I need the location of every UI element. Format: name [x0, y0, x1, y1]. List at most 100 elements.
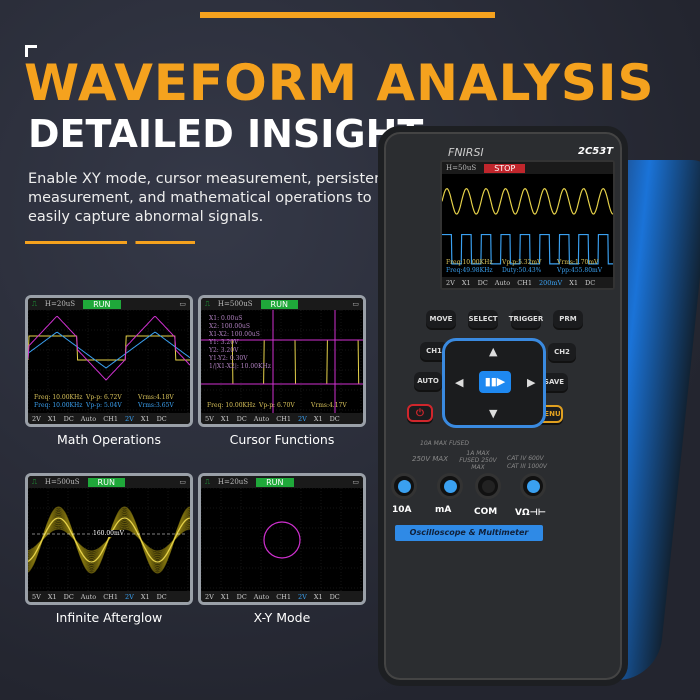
bottom-bar-item: DC [236, 414, 247, 423]
brand-logo: FNIRSI [448, 146, 484, 159]
waveform-plot [442, 188, 613, 265]
bottom-bar-item: DC [63, 414, 74, 423]
trigger-source: CH1 [517, 278, 532, 287]
move-button[interactable]: MOVE [426, 310, 456, 328]
screen-panel: ⎍ H=500uS RUN ▭ 160.00mV 5V X1 DC Auto CH1 2V X1 DC [25, 473, 193, 605]
panel-caption: Math Operations [57, 432, 161, 447]
bottom-bar-item: CH1 [103, 414, 118, 423]
readout: Freq: 10.00KHz [207, 402, 256, 409]
status-badge: RUN [256, 477, 294, 487]
select-button[interactable]: SELECT [468, 310, 498, 328]
bottom-bar-item: X1 [313, 592, 323, 601]
bottom-bar-item: DC [329, 592, 340, 601]
timebase: H=500uS [44, 478, 80, 486]
ch2-waveform [28, 331, 190, 369]
arrow-left-icon[interactable]: ◀ [455, 376, 464, 389]
arrow-down-icon[interactable]: ▼ [489, 407, 498, 420]
panel-caption: Cursor Functions [229, 432, 335, 447]
ch2-coupling: DC [585, 278, 596, 287]
bottom-bar-item: DC [156, 592, 167, 601]
auto-button[interactable]: AUTO [414, 372, 442, 390]
screen-bottom-bar: 5V X1 DC Auto CH1 2V X1 DC [28, 591, 190, 602]
arrow-up-icon[interactable]: ▲ [489, 345, 498, 358]
save-button[interactable]: SAVE [540, 373, 568, 391]
prm-button[interactable]: PRM [553, 310, 583, 328]
ch1-button[interactable]: CH1 [420, 342, 448, 360]
bottom-bar-item: 2V [297, 592, 307, 601]
power-icon: ⏻ [416, 407, 424, 419]
corner-bracket [25, 45, 37, 57]
bottom-bar-item: X1 [140, 414, 150, 423]
ch2-button[interactable]: CH2 [548, 343, 576, 361]
cursor-readout: 1/|X1-X2|: 10.00KHz [209, 363, 271, 370]
jack-com[interactable] [475, 473, 501, 499]
bottom-bar-item: X1 [220, 592, 230, 601]
screen-bottom-bar: 2V X1 DC Auto CH1 200mV X1 DC [442, 277, 613, 288]
device-screen: H=50uS STOP Freq:10.00KHz Vp-p:5.32mV Vr… [440, 160, 615, 290]
status-badge: RUN [83, 299, 121, 309]
bottom-bar-item: X1 [220, 414, 230, 423]
bottom-bar-item: DC [329, 414, 340, 423]
cursor-readout: X1-X2: 100.00uS [209, 331, 260, 338]
screen-status-bar: ⎍ H=500uS RUN ▭ [28, 476, 190, 488]
readout: Freq: 10.00KHz [34, 402, 83, 409]
readout: Vrms:4.18V [138, 394, 174, 401]
bottom-bar-item: CH1 [103, 592, 118, 601]
jack-label: VΩ⊣⊢ [515, 508, 547, 518]
headline-title: WAVEFORM ANALYSIS [24, 54, 655, 112]
headline-subtitle: DETAILED INSIGHT [28, 112, 424, 156]
arrow-right-icon[interactable]: ▶ [527, 376, 536, 389]
math-waveform [28, 315, 190, 381]
jack-label: mA [435, 505, 452, 515]
readout: Vp-p:5.32mV [502, 259, 542, 266]
screen-status-bar: ⎍ H=20uS RUN ▭ [28, 298, 190, 310]
bottom-bar-item: Auto [80, 592, 97, 601]
timebase: H=50uS [446, 164, 477, 172]
description: Enable XY mode, cursor measurement, pers… [28, 171, 401, 225]
bottom-bar-item: 2V [297, 414, 307, 423]
bottom-bar-item: X1 [47, 592, 57, 601]
model-label: 2C53T [578, 146, 614, 157]
jack-10a[interactable] [391, 473, 417, 499]
trigger-button[interactable]: TRIGGER [509, 310, 543, 328]
power-button[interactable]: ⏻ [407, 404, 433, 422]
rating-label: 250V MAX [412, 455, 448, 463]
scope-screen: ⎍ H=20uS RUN ▭ Freq: 10.00KHz Vp-p: 6.72V Vrm… [28, 298, 190, 424]
bottom-bar-item: X1 [140, 592, 150, 601]
bottom-bar-item: Auto [253, 592, 270, 601]
scope-screen: ⎍ H=20uS RUN ▭ 2V X1 DC Auto CH1 2V X1 DC [201, 476, 363, 602]
bottom-bar-item: CH1 [276, 592, 291, 601]
level-label: 160.00mV [93, 530, 125, 537]
timebase: H=20uS [217, 478, 249, 486]
waveform-icon: ⎍ [205, 299, 210, 308]
battery-icon: ▭ [352, 300, 359, 308]
bottom-bar-item: 5V [32, 592, 41, 601]
device-footer-label: Oscilloscope & Multimeter [395, 525, 543, 541]
screen-status-bar: ⎍ H=500uS RUN ▭ [201, 298, 363, 310]
separator [25, 241, 195, 244]
waveform-icon: ⎍ [32, 477, 37, 486]
waveform-plot [28, 310, 190, 413]
screen-status-bar: H=50uS STOP [442, 162, 613, 174]
bottom-bar-item: Auto [253, 414, 270, 423]
bottom-bar-item: DC [236, 592, 247, 601]
screen-panel: ⎍ H=500uS RUN ▭ Freq: 10.00KHz Vp-p: 6.70V Vr… [198, 295, 366, 427]
run-stop-button[interactable]: ▮▮▶ [479, 371, 511, 393]
bottom-bar-item: Auto [80, 414, 97, 423]
bottom-bar-item: 2V [124, 592, 134, 601]
status-badge: STOP [484, 163, 526, 173]
bottom-bar-item: 2V [205, 592, 214, 601]
jack-voltage[interactable] [520, 473, 546, 499]
waveform-plot [28, 488, 190, 591]
screen-status-bar: ⎍ H=20uS RUN ▭ [201, 476, 363, 488]
waveform-plot [201, 310, 363, 413]
readout: Freq:10.00KHz [446, 259, 493, 266]
waveform-icon: ⎍ [32, 299, 37, 308]
bottom-bar-item: CH1 [276, 414, 291, 423]
readout: Vrms:3.65V [138, 402, 174, 409]
screen-panel: ⎍ H=20uS RUN ▭ Freq: 10.00KHz Vp-p: 6.72V Vrm… [25, 295, 193, 427]
top-accent-bar [200, 12, 495, 18]
jack-ma[interactable] [437, 473, 463, 499]
ch1-waveform [28, 335, 190, 361]
bottom-bar-item: 2V [124, 414, 134, 423]
